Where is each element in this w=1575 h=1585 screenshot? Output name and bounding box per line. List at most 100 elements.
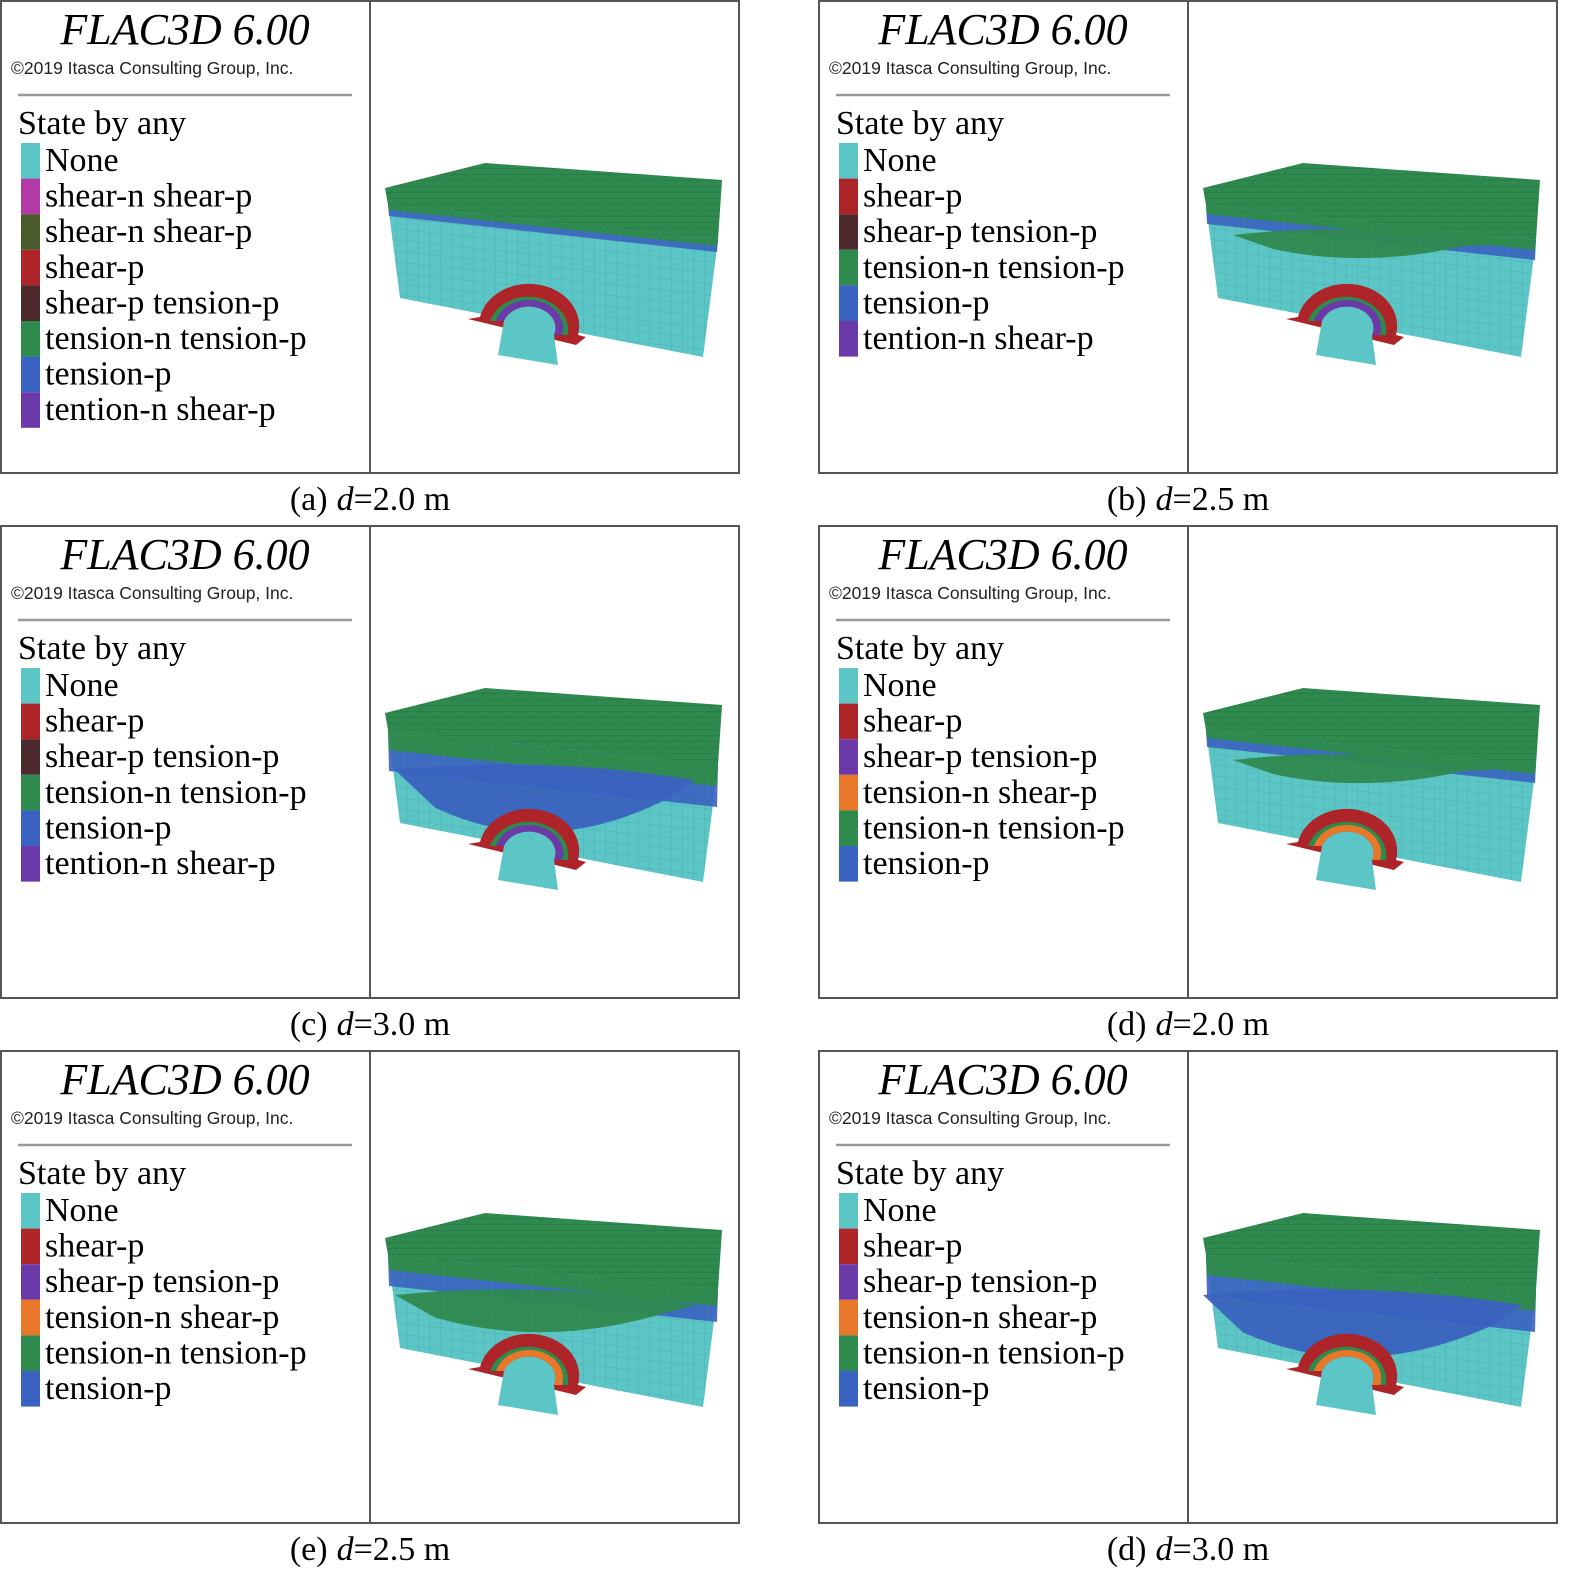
- model-top-mesh: [1203, 163, 1540, 240]
- legend-label: tension-p: [863, 1370, 990, 1407]
- legend-label: tention-n shear-p: [863, 320, 1094, 357]
- legend-swatch: [21, 846, 40, 882]
- panel: FLAC3D 6.00 ©2019 Itasca Consulting Group…: [0, 1050, 740, 1568]
- legend-swatch: [21, 703, 40, 740]
- legend-swatch: [21, 1371, 40, 1407]
- tunnel-void: [498, 1356, 558, 1415]
- model-top-mesh: [1203, 1213, 1540, 1290]
- caption-label: (d): [1107, 1006, 1147, 1043]
- panel: FLAC3D 6.00 ©2019 Itasca Consulting Group…: [0, 525, 740, 1043]
- caption-variable: d: [1156, 1006, 1174, 1043]
- legend-title: State by any: [18, 105, 186, 142]
- legend-swatch: [21, 214, 40, 250]
- tunnel-void: [1316, 306, 1376, 365]
- copyright: ©2019 Itasca Consulting Group, Inc.: [11, 58, 293, 78]
- caption-value: =2.0 m: [354, 481, 451, 518]
- legend-label: tension-n tension-p: [45, 774, 307, 811]
- legend-swatch: [21, 1193, 40, 1229]
- legend-label: tension-p: [863, 284, 990, 321]
- legend-label: tention-n shear-p: [45, 845, 276, 882]
- legend-label: shear-n shear-p: [45, 213, 252, 250]
- legend-label: tension-n shear-p: [863, 1299, 1097, 1336]
- legend-swatch: [839, 249, 858, 286]
- legend-label: tension-n shear-p: [863, 774, 1097, 811]
- legend-swatch: [839, 178, 858, 215]
- legend-swatch: [21, 1264, 40, 1300]
- legend-swatch: [21, 285, 40, 321]
- tunnel-void: [1316, 1356, 1376, 1415]
- software-title: FLAC3D 6.00: [59, 530, 309, 579]
- legend-label: None: [45, 1192, 119, 1229]
- caption: (a) d=2.0 m: [290, 481, 450, 518]
- legend-title: State by any: [18, 630, 186, 667]
- legend-label: shear-p tension-p: [863, 1263, 1097, 1300]
- panel: FLAC3D 6.00 ©2019 Itasca Consulting Group…: [818, 0, 1558, 518]
- legend-label: tension-p: [863, 845, 990, 882]
- legend-label: tension-n shear-p: [45, 1299, 279, 1336]
- legend-swatch: [21, 810, 40, 846]
- legend-label: shear-p tension-p: [45, 738, 279, 775]
- legend-swatch: [21, 321, 40, 357]
- legend-title: State by any: [836, 1155, 1004, 1192]
- tunnel-void: [498, 831, 558, 890]
- legend-swatch: [21, 392, 40, 428]
- model-top-mesh: [385, 163, 722, 240]
- legend-label: tension-n tension-p: [45, 1334, 307, 1371]
- legend-label: tension-n tension-p: [863, 809, 1125, 846]
- legend-swatch: [839, 846, 858, 882]
- legend-label: shear-p: [45, 703, 144, 740]
- copyright: ©2019 Itasca Consulting Group, Inc.: [11, 1108, 293, 1128]
- model-front-mesh: [388, 1255, 718, 1407]
- caption-label: (c): [290, 1006, 328, 1043]
- legend-label: shear-p tension-p: [863, 738, 1097, 775]
- software-title: FLAC3D 6.00: [877, 530, 1127, 579]
- legend-swatch: [839, 739, 858, 775]
- legend-swatch: [839, 1264, 858, 1300]
- model-render: [1203, 163, 1540, 365]
- software-title: FLAC3D 6.00: [877, 1055, 1127, 1104]
- legend-swatch: [839, 668, 858, 704]
- legend-label: None: [863, 142, 937, 179]
- caption: (d) d=3.0 m: [1107, 1531, 1269, 1568]
- legend-title: State by any: [836, 630, 1004, 667]
- caption: (e) d=2.5 m: [290, 1531, 450, 1568]
- panel: FLAC3D 6.00 ©2019 Itasca Consulting Group…: [818, 525, 1558, 1043]
- copyright: ©2019 Itasca Consulting Group, Inc.: [11, 583, 293, 603]
- legend-swatch: [839, 810, 858, 846]
- model-top-mesh: [1203, 688, 1540, 765]
- model-front-mesh: [388, 205, 718, 357]
- caption-value: =2.0 m: [1173, 1006, 1270, 1043]
- legend-label: tention-n shear-p: [45, 391, 276, 428]
- legend-swatch: [839, 1371, 858, 1407]
- legend-swatch: [21, 249, 40, 286]
- legend-label: shear-n shear-p: [45, 178, 252, 215]
- caption-label: (a): [290, 481, 328, 518]
- legend-label: shear-p tension-p: [45, 1263, 279, 1300]
- legend-label: tension-n tension-p: [45, 320, 307, 357]
- legend-label: shear-p tension-p: [45, 284, 279, 321]
- caption: (b) d=2.5 m: [1107, 481, 1269, 518]
- legend-title: State by any: [836, 105, 1004, 142]
- panel: FLAC3D 6.00 ©2019 Itasca Consulting Group…: [818, 1050, 1558, 1568]
- panel: FLAC3D 6.00 ©2019 Itasca Consulting Group…: [0, 0, 740, 518]
- caption: (d) d=2.0 m: [1107, 1006, 1269, 1043]
- caption-variable: d: [1156, 481, 1174, 518]
- model-top-mesh: [385, 688, 722, 765]
- caption-variable: d: [337, 481, 355, 518]
- model-top-mesh: [385, 1213, 722, 1290]
- caption-label: (b): [1107, 481, 1147, 518]
- legend-label: shear-p tension-p: [863, 213, 1097, 250]
- legend-label: None: [863, 667, 937, 704]
- copyright: ©2019 Itasca Consulting Group, Inc.: [829, 1108, 1111, 1128]
- legend-swatch: [21, 668, 40, 704]
- legend-swatch: [21, 178, 40, 215]
- tunnel-void: [1316, 831, 1376, 890]
- legend-label: shear-p: [45, 1228, 144, 1265]
- arch-inner: [1314, 1349, 1382, 1385]
- legend-swatch: [839, 1193, 858, 1229]
- legend-swatch: [21, 143, 40, 179]
- model-front-mesh: [388, 730, 718, 882]
- legend-label: None: [45, 667, 119, 704]
- legend-swatch: [839, 703, 858, 740]
